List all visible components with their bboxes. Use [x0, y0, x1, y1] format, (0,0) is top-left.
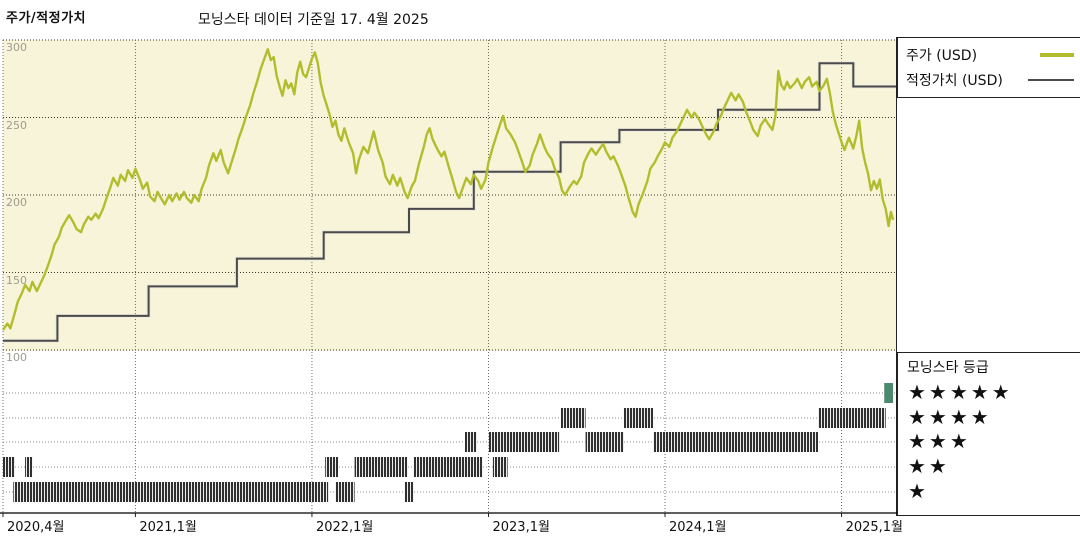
series-legend: 주가 (USD) 적정가치 (USD) — [897, 37, 1080, 98]
rating-bar-3-star — [585, 432, 624, 452]
legend-price-label: 주가 (USD) — [906, 48, 978, 64]
rating-bar-1-star — [335, 482, 355, 502]
x-axis-tick-label: 2022,1월 — [315, 520, 374, 535]
x-axis-tick-label: 2024,1월 — [669, 520, 727, 535]
rating-bar-4-star — [818, 408, 886, 428]
rating-bar-3-star — [488, 432, 560, 452]
rating-star-row-2: ★★ — [908, 454, 950, 478]
rating-bar-1-star — [404, 482, 414, 502]
rating-star-row-3: ★★★ — [908, 429, 971, 453]
fair-value-line-swatch — [1028, 79, 1074, 81]
y-axis-tick-label: 150 — [6, 273, 27, 287]
rating-bar-3-star — [653, 432, 819, 452]
x-axis-tick-label: 2021,1월 — [139, 520, 197, 535]
rating-bar-2-star — [325, 457, 339, 477]
x-axis-tick-label: 2023,1월 — [492, 520, 550, 535]
rating-legend-title: 모닝스타 등급 — [907, 360, 989, 376]
rating-bar-2-star — [413, 457, 483, 477]
legend-row-price: 주가 (USD) — [906, 45, 1074, 65]
x-axis-tick-label: 2025,1월 — [845, 520, 904, 535]
rating-bar-4-star — [560, 408, 586, 428]
x-axis-tick-label: 2020,4월 — [7, 520, 65, 535]
rating-bar-1-star — [13, 482, 329, 502]
rating-bar-2-star — [354, 457, 408, 477]
rating-legend-panel: 모닝스타 등급 — [897, 352, 1080, 516]
legend-row-fair-value: 적정가치 (USD) — [906, 70, 1074, 90]
rating-bar-2-star — [25, 457, 33, 477]
page-title: 주가/적정가치 — [6, 11, 87, 26]
rating-bar-4-star — [623, 408, 654, 428]
rating-bar-3-star — [464, 432, 477, 452]
rating-bar-2-star — [492, 457, 508, 477]
y-axis-tick-label: 250 — [6, 118, 27, 132]
y-axis-tick-label: 300 — [6, 41, 27, 54]
y-axis-tick-label: 200 — [6, 196, 27, 209]
legend-fair-value-label: 적정가치 (USD) — [906, 73, 1003, 89]
rating-star-row-5: ★★★★★ — [908, 380, 1013, 404]
y-axis-tick-label: 100 — [6, 351, 27, 364]
rating-bar-5-star — [884, 383, 894, 403]
price-line — [2, 48, 895, 331]
rating-star-row-1: ★ — [908, 479, 929, 503]
chart-subtitle: 모닝스타 데이터 기준일 17. 4월 2025 — [198, 12, 429, 28]
rating-star-row-4: ★★★★ — [908, 405, 992, 429]
price-line-swatch — [1040, 53, 1074, 57]
rating-bar-2-star — [3, 457, 15, 477]
fair-value-line — [3, 62, 896, 342]
